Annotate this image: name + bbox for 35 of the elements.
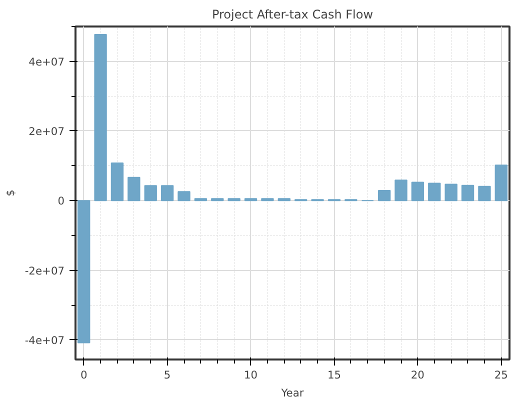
bar — [144, 185, 157, 202]
bar — [178, 191, 190, 202]
bar — [160, 185, 174, 202]
x-tick-label: 0 — [80, 368, 88, 382]
bar — [394, 180, 408, 202]
y-tick-label: -2e+07 — [24, 264, 64, 278]
bar — [261, 198, 274, 202]
x-tick-label: 20 — [410, 368, 425, 382]
x-tick-label: 5 — [164, 368, 171, 382]
y-tick-label: 2e+07 — [28, 125, 65, 138]
y-axis-title: $ — [4, 190, 17, 196]
bar — [411, 182, 424, 202]
y-tick-label: -4e+07 — [24, 334, 64, 347]
bar — [211, 198, 224, 202]
bar — [444, 184, 458, 202]
y-tick-label: 4e+07 — [28, 55, 65, 68]
bar — [278, 198, 290, 202]
bar — [461, 184, 474, 202]
bar — [478, 186, 491, 202]
x-axis-title: Year — [280, 386, 304, 400]
bar — [110, 162, 124, 202]
bar — [378, 190, 391, 202]
bar — [244, 198, 258, 202]
bar — [94, 34, 107, 202]
bar — [494, 164, 508, 202]
bar — [228, 198, 240, 202]
x-tick-label: 10 — [244, 368, 258, 382]
x-tick-label: 25 — [494, 368, 508, 382]
bar — [78, 200, 90, 344]
bar — [428, 182, 441, 202]
x-tick-label: 15 — [327, 368, 342, 382]
bar — [194, 198, 208, 202]
chart-title: Project After-tax Cash Flow — [212, 8, 374, 22]
y-tick-label: 0 — [58, 194, 65, 208]
bar — [128, 176, 140, 202]
